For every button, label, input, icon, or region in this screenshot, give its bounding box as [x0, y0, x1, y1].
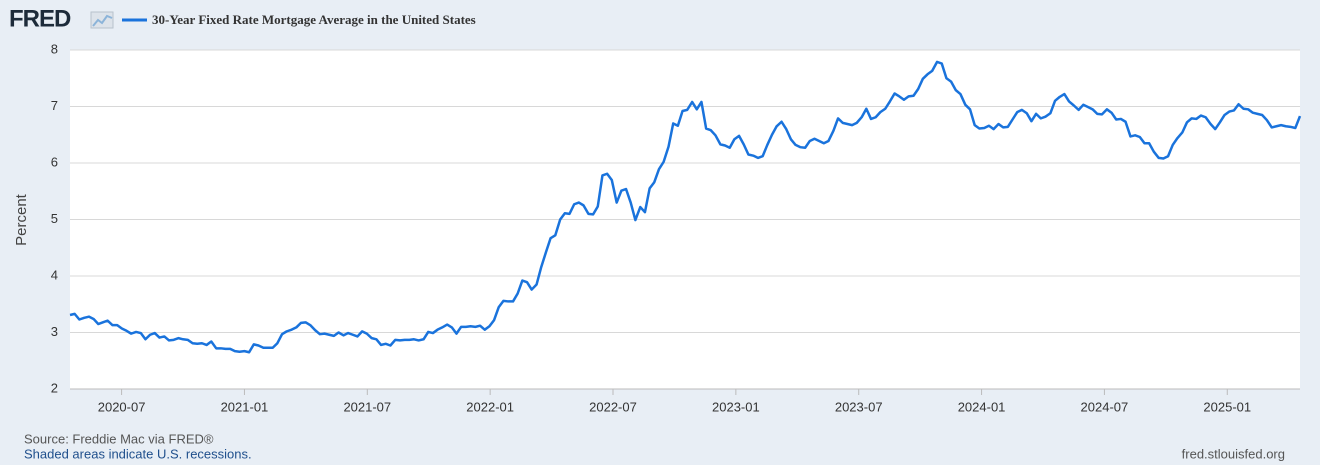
logo: FRED [9, 5, 71, 32]
x-tick-label: 2024-01 [958, 399, 1006, 414]
x-tick-label: 2024-07 [1081, 399, 1129, 414]
x-tick-label: 2025-01 [1203, 399, 1251, 414]
x-tick-label: 2020-07 [98, 399, 146, 414]
legend-label: 30-Year Fixed Rate Mortgage Average in t… [152, 12, 476, 27]
site-url[interactable]: fred.stlouisfed.org [1182, 446, 1285, 461]
y-axis-label: Percent [13, 193, 30, 246]
logo-icon [90, 11, 114, 29]
y-tick-label: 2 [51, 380, 58, 395]
x-tick-label: 2023-01 [712, 399, 760, 414]
x-tick-label: 2022-07 [589, 399, 637, 414]
y-tick-label: 7 [51, 98, 58, 113]
source: Source: Freddie Mac via FRED® [24, 431, 214, 446]
y-tick-label: 8 [51, 41, 58, 56]
x-tick-label: 2022-01 [466, 399, 514, 414]
y-tick-label: 6 [51, 154, 58, 169]
recession-note[interactable]: Shaded areas indicate U.S. recessions. [24, 446, 252, 461]
y-tick-label: 3 [51, 324, 58, 339]
series-line [69, 60, 1302, 354]
x-tick-label: 2021-07 [343, 399, 391, 414]
y-tick-label: 5 [51, 211, 58, 226]
y-tick-label: 4 [51, 267, 58, 282]
x-tick-label: 2021-01 [221, 399, 269, 414]
x-tick-label: 2023-07 [835, 399, 883, 414]
